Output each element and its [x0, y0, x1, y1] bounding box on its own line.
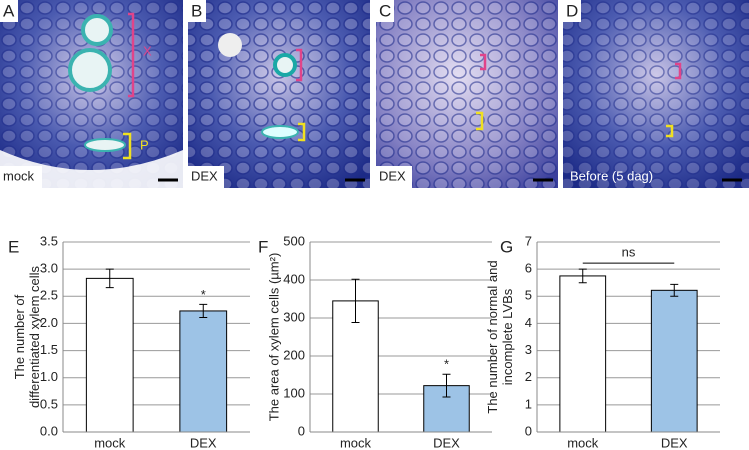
significance-mark: *: [201, 287, 206, 302]
x-tick-label: mock: [94, 435, 126, 450]
bar: [179, 310, 228, 433]
y-tick-label: 2: [525, 369, 532, 384]
panel-b: B DEX: [188, 0, 370, 188]
error-bar: [105, 268, 114, 289]
x-tick-label: DEX: [661, 435, 688, 450]
y-tick-label: 0: [525, 423, 532, 438]
error-bar: [199, 303, 208, 318]
panel-letter: F: [258, 237, 268, 256]
panel-letter: D: [566, 1, 578, 20]
error-bar: [578, 268, 587, 284]
y-tick-label: 5: [525, 288, 532, 303]
y-axis-label: incomplete LVBs: [500, 288, 515, 385]
y-tick-label: 2.0: [40, 315, 58, 330]
panel-caption: DEX: [191, 168, 218, 183]
y-tick-label: 1.5: [40, 342, 58, 357]
y-tick-label: 1.0: [40, 369, 58, 384]
x-tick-label: mock: [340, 435, 372, 450]
panel-caption: Before (5 dag): [570, 168, 653, 183]
panel-letter: E: [8, 237, 19, 256]
panel-caption: mock: [3, 168, 35, 183]
y-tick-label: 1: [525, 396, 532, 411]
bar: [559, 275, 607, 433]
y-axis-label: The number of normal and: [485, 260, 500, 413]
error-bar: [442, 373, 451, 398]
y-tick-label: 0.0: [40, 423, 58, 438]
y-tick-label: 100: [283, 385, 305, 400]
y-axis-label: The area of xylem cells (µm²): [266, 253, 281, 422]
y-tick-label: 200: [283, 347, 305, 362]
y-tick-label: 500: [283, 233, 305, 248]
x-tick-label: mock: [567, 435, 599, 450]
panel-d: D Before (5 dag): [563, 0, 749, 188]
panel-letter: B: [191, 1, 202, 20]
phloem-label: P: [140, 137, 149, 152]
significance-mark: *: [444, 357, 449, 372]
panel-a: X P A mock: [0, 0, 183, 188]
y-tick-label: 3: [525, 342, 532, 357]
y-tick-label: 0: [298, 423, 305, 438]
x-tick-label: DEX: [190, 435, 217, 450]
x-tick-label: DEX: [433, 435, 460, 450]
y-tick-label: 400: [283, 271, 305, 286]
error-bar: [351, 278, 360, 324]
y-tick-label: 2.5: [40, 288, 58, 303]
y-tick-label: 3.0: [40, 261, 58, 276]
comparison-label: ns: [622, 245, 636, 260]
panel-caption: DEX: [379, 168, 406, 183]
y-tick-label: 7: [525, 233, 532, 248]
y-tick-label: 3.5: [40, 233, 58, 248]
error-bar: [670, 283, 679, 297]
y-axis-label: The number of: [12, 294, 27, 379]
panel-letter: A: [3, 1, 15, 20]
y-tick-label: 300: [283, 309, 305, 324]
panel-letter: C: [379, 1, 391, 20]
bar: [650, 289, 698, 433]
xylem-label: X: [143, 43, 152, 58]
y-tick-label: 0.5: [40, 396, 58, 411]
y-axis-label: differentiated xylem cells: [27, 265, 42, 408]
y-tick-label: 6: [525, 261, 532, 276]
panel-c: C DEX: [376, 0, 558, 188]
bar: [85, 277, 134, 433]
panel-letter: G: [500, 237, 513, 256]
y-tick-label: 4: [525, 315, 532, 330]
